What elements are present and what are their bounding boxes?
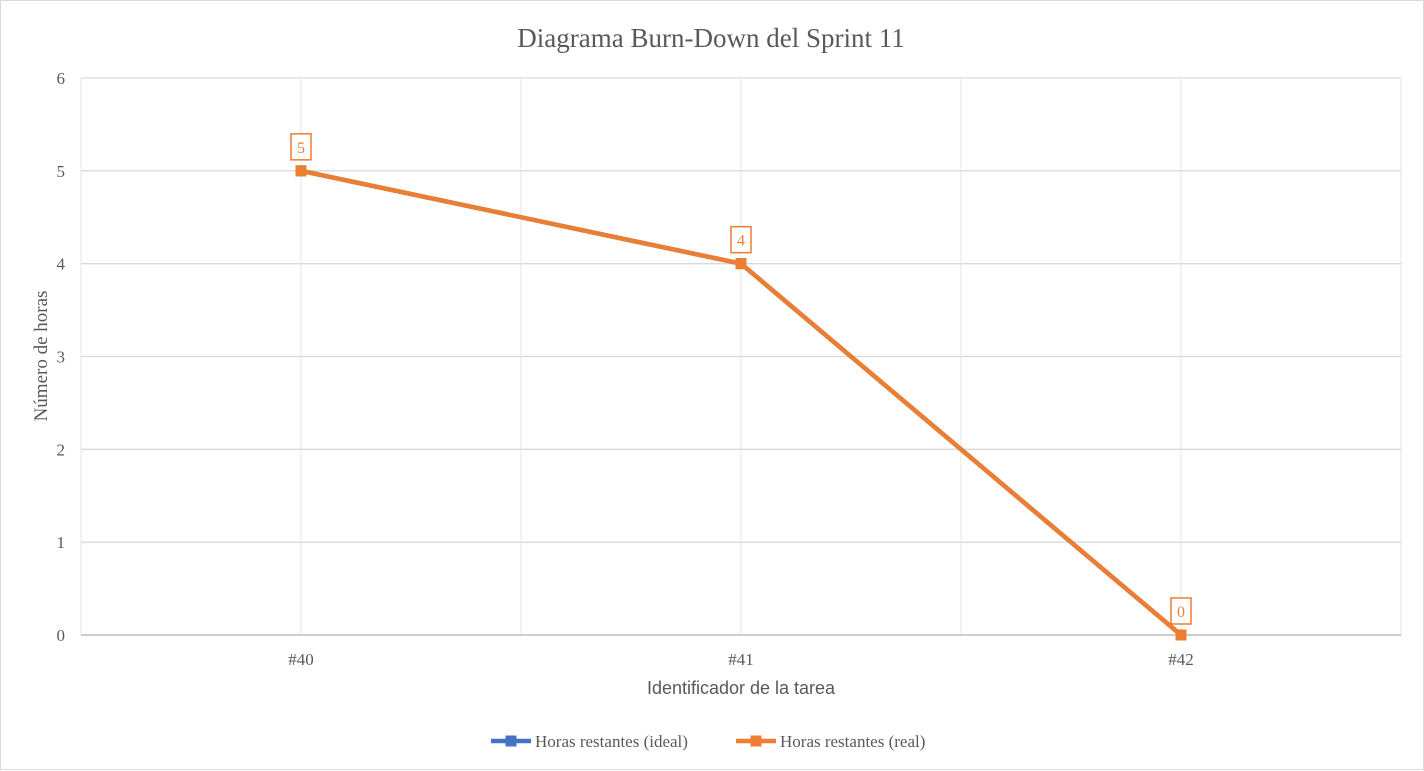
chart-title: Diagrama Burn-Down del Sprint 11 (517, 23, 904, 53)
series-layer (295, 165, 1187, 641)
data-point-marker (735, 258, 747, 270)
data-label-box (1170, 597, 1192, 625)
y-tick-label: 2 (57, 440, 66, 459)
legend-label: Horas restantes (real) (780, 732, 925, 751)
y-tick-label: 6 (57, 69, 66, 88)
gridlines (80, 77, 1402, 636)
data-label: 5 (297, 140, 305, 157)
x-tick-label: #42 (1168, 650, 1194, 669)
data-labels: 5 4 0 (290, 133, 1192, 625)
x-tick-label: #41 (728, 650, 754, 669)
legend: Horas restantes (ideal) Horas restantes (… (491, 732, 925, 751)
legend-marker (505, 735, 517, 747)
axes: 0 1 2 3 4 5 6 #40 #41 #42 (57, 69, 1401, 669)
data-label: 0 (1177, 604, 1185, 621)
data-label: 4 (737, 233, 745, 250)
x-axis-title: Identificador de la tarea (647, 678, 836, 698)
y-tick-label: 3 (57, 348, 66, 367)
y-axis-title: Número de horas (31, 291, 52, 422)
y-tick-label: 4 (57, 255, 66, 274)
x-tick-label: #40 (288, 650, 314, 669)
y-tick-label: 5 (57, 162, 66, 181)
data-label-box (730, 225, 752, 254)
y-tick-label: 0 (57, 626, 66, 645)
legend-label: Horas restantes (ideal) (535, 732, 688, 751)
legend-marker (750, 735, 762, 747)
data-point-marker (1175, 629, 1187, 641)
data-label-box (290, 133, 312, 161)
data-point-marker (295, 165, 307, 177)
y-tick-label: 1 (57, 533, 66, 552)
